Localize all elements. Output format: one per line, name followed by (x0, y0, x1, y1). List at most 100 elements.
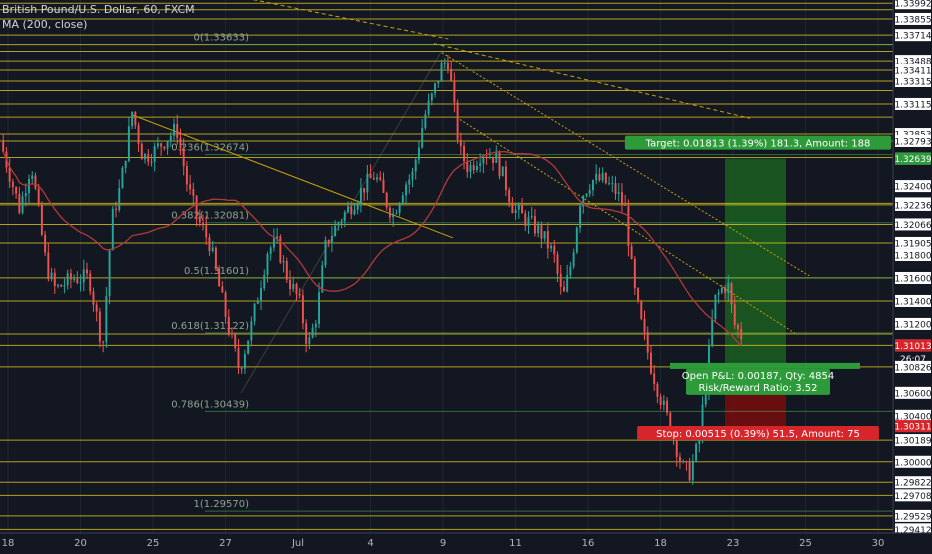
candle-body[interactable] (530, 216, 533, 218)
candle-body[interactable] (388, 207, 391, 218)
candle-body[interactable] (343, 212, 346, 222)
candle-body[interactable] (231, 333, 233, 335)
candle-body[interactable] (240, 368, 243, 370)
candle-body[interactable] (137, 125, 140, 144)
candle-body[interactable] (646, 331, 649, 353)
candle-body[interactable] (653, 373, 656, 384)
candle-body[interactable] (456, 102, 459, 140)
candle-body[interactable] (579, 206, 582, 228)
candle-body[interactable] (50, 272, 53, 280)
candle-body[interactable] (633, 258, 636, 289)
candle-body[interactable] (550, 245, 553, 249)
candle-body[interactable] (301, 295, 304, 324)
candle-body[interactable] (192, 189, 195, 196)
candle-body[interactable] (160, 143, 163, 147)
candle-body[interactable] (405, 184, 408, 196)
candle-body[interactable] (540, 224, 543, 239)
candle-body[interactable] (34, 175, 37, 189)
candle-body[interactable] (108, 250, 111, 297)
candle-body[interactable] (501, 166, 504, 177)
candle-body[interactable] (698, 436, 701, 445)
candle-body[interactable] (63, 285, 66, 287)
candle-body[interactable] (459, 139, 462, 146)
candle-body[interactable] (714, 294, 717, 320)
candle-body[interactable] (179, 137, 182, 149)
candle-body[interactable] (53, 272, 56, 287)
candle-body[interactable] (482, 156, 485, 164)
candle-body[interactable] (427, 100, 430, 115)
candle-body[interactable] (472, 165, 475, 171)
candle-body[interactable] (553, 245, 556, 255)
candle-body[interactable] (704, 389, 707, 405)
candle-body[interactable] (649, 352, 652, 374)
candle-body[interactable] (395, 213, 398, 215)
candle-body[interactable] (595, 174, 598, 181)
candle-body[interactable] (176, 123, 179, 138)
candle-body[interactable] (527, 217, 530, 226)
candle-body[interactable] (11, 181, 14, 188)
candle-body[interactable] (166, 141, 169, 149)
candle-body[interactable] (617, 192, 620, 194)
candle-body[interactable] (8, 167, 11, 182)
candle-body[interactable] (659, 396, 662, 405)
candle-body[interactable] (733, 304, 736, 325)
candle-body[interactable] (321, 265, 324, 293)
candle-body[interactable] (372, 178, 375, 180)
candle-body[interactable] (327, 239, 330, 244)
candle-body[interactable] (189, 184, 192, 190)
candle-body[interactable] (340, 221, 343, 223)
candle-body[interactable] (156, 143, 159, 147)
candle-body[interactable] (511, 202, 514, 214)
candle-body[interactable] (185, 166, 188, 185)
candle-body[interactable] (691, 460, 694, 481)
candle-body[interactable] (247, 340, 250, 354)
candle-body[interactable] (537, 224, 540, 234)
candle-body[interactable] (424, 114, 427, 128)
candle-body[interactable] (153, 146, 156, 162)
candle-body[interactable] (376, 177, 379, 180)
candle-body[interactable] (95, 304, 98, 312)
candle-body[interactable] (221, 286, 224, 293)
candle-body[interactable] (347, 206, 350, 213)
candle-body[interactable] (121, 167, 124, 189)
candle-body[interactable] (140, 143, 143, 160)
candle-body[interactable] (569, 266, 572, 276)
candle-body[interactable] (450, 68, 453, 81)
candle-body[interactable] (214, 247, 217, 269)
candle-body[interactable] (466, 161, 469, 172)
trendline[interactable] (198, 0, 449, 40)
candle-body[interactable] (717, 292, 720, 295)
candle-body[interactable] (44, 234, 47, 253)
candle-body[interactable] (585, 193, 588, 196)
candle-body[interactable] (421, 127, 424, 148)
candle-body[interactable] (330, 236, 333, 244)
candle-body[interactable] (285, 261, 288, 280)
candle-body[interactable] (695, 444, 698, 461)
candle-body[interactable] (630, 246, 633, 259)
candle-body[interactable] (289, 279, 291, 290)
candle-body[interactable] (582, 195, 585, 207)
candle-body[interactable] (127, 126, 130, 161)
candle-body[interactable] (266, 254, 269, 275)
candle-body[interactable] (82, 269, 85, 283)
candle-body[interactable] (131, 111, 134, 127)
candle-body[interactable] (504, 166, 507, 190)
trendline[interactable] (433, 43, 751, 119)
candle-body[interactable] (292, 283, 295, 290)
candle-body[interactable] (40, 204, 43, 235)
candle-body[interactable] (737, 324, 739, 330)
candle-body[interactable] (66, 273, 69, 286)
candle-body[interactable] (598, 174, 601, 181)
candle-body[interactable] (588, 190, 591, 194)
candle-body[interactable] (508, 189, 511, 203)
candle-body[interactable] (298, 294, 301, 296)
candle-body[interactable] (643, 318, 646, 332)
candle-body[interactable] (556, 254, 559, 274)
candle-body[interactable] (253, 303, 256, 322)
candle-body[interactable] (353, 209, 356, 215)
candle-body[interactable] (134, 111, 137, 126)
candle-body[interactable] (485, 156, 488, 159)
candle-body[interactable] (591, 180, 594, 191)
candle-body[interactable] (479, 163, 482, 166)
